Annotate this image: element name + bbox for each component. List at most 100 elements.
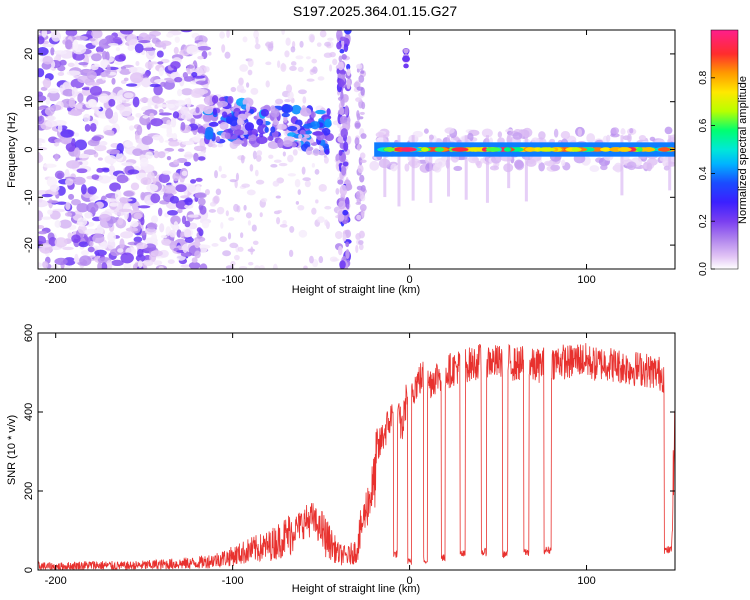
- heat-cell: [247, 69, 253, 76]
- snr-ylabel: SNR (10 * v/v): [6, 415, 18, 485]
- x-tick-label: -200: [45, 274, 67, 286]
- heat-cell: [342, 161, 349, 167]
- heat-cell: [336, 41, 342, 50]
- heat-cell: [130, 220, 139, 228]
- x-tick-label: 100: [577, 274, 595, 286]
- heat-cell: [302, 177, 311, 182]
- heat-cell: [114, 189, 122, 201]
- heat-cell: [190, 179, 197, 184]
- heat-cell: [244, 111, 249, 119]
- heat-cell: [251, 224, 257, 232]
- tone-cell: [609, 147, 621, 152]
- heat-cell: [96, 224, 104, 235]
- heat-cell: [360, 70, 365, 74]
- heat-cell: [233, 254, 240, 261]
- heat-cell: [383, 135, 387, 198]
- heat-cell: [337, 61, 344, 71]
- heat-cell: [279, 224, 288, 228]
- heat-cell: [229, 179, 237, 183]
- heat-cell: [356, 214, 362, 220]
- heat-cell: [38, 152, 42, 163]
- heat-cell: [182, 71, 188, 79]
- heat-cell: [76, 103, 83, 110]
- heat-cell: [180, 113, 193, 120]
- heat-cell: [314, 168, 320, 175]
- heat-cell: [136, 124, 143, 136]
- heat-cell: [67, 110, 82, 116]
- heat-cell: [282, 104, 294, 113]
- heat-cell: [404, 163, 410, 172]
- heat-cell: [356, 86, 364, 91]
- heat-cell: [252, 150, 257, 160]
- heat-cell: [54, 257, 68, 266]
- heat-cell: [323, 156, 329, 164]
- heat-cell: [303, 265, 308, 269]
- heat-cell: [236, 84, 245, 93]
- heat-cell: [72, 176, 86, 186]
- heat-cell: [96, 167, 104, 173]
- heat-cell: [94, 144, 107, 152]
- heat-cell: [110, 259, 124, 267]
- heat-cell: [241, 183, 251, 188]
- tone-cell: [420, 147, 429, 152]
- heat-cell: [340, 90, 344, 101]
- colorbar-tick-label: 0.6: [698, 118, 709, 132]
- heat-cell: [346, 135, 352, 145]
- heat-cell: [91, 53, 102, 62]
- heat-cell: [234, 111, 239, 118]
- heat-cell: [341, 165, 347, 176]
- colorbar-tick-label: 0.2: [698, 214, 709, 228]
- heat-cell: [316, 42, 322, 47]
- heat-cell: [214, 170, 218, 179]
- heat-cell: [276, 60, 281, 69]
- heat-cell: [411, 135, 415, 201]
- y-tick-label: 600: [23, 324, 35, 342]
- heat-cell: [81, 87, 92, 91]
- heat-cell: [287, 154, 294, 163]
- heat-cell: [346, 68, 351, 76]
- heat-cell: [284, 50, 290, 58]
- heat-cell: [150, 193, 161, 204]
- heat-cell: [339, 260, 346, 269]
- heat-cell: [65, 30, 78, 37]
- heat-cell: [116, 174, 129, 184]
- heat-cell: [324, 118, 332, 128]
- heat-cell: [321, 127, 331, 136]
- heat-cell: [403, 63, 409, 69]
- heat-cell: [86, 82, 100, 87]
- heat-cell: [105, 260, 113, 269]
- heat-cell: [191, 71, 198, 77]
- heat-cell: [318, 184, 327, 192]
- heat-cell: [224, 51, 231, 59]
- heat-cell: [242, 36, 248, 43]
- heat-cell: [57, 123, 63, 133]
- heat-cell: [208, 51, 212, 56]
- heat-cell: [476, 160, 482, 169]
- heat-cell: [649, 136, 656, 142]
- heat-cell: [254, 43, 261, 50]
- heat-cell: [166, 32, 174, 38]
- heat-cell: [111, 77, 116, 85]
- heat-cell: [71, 234, 81, 243]
- heat-cell: [173, 159, 180, 165]
- colorbar-tick-label: 0.0: [698, 262, 709, 276]
- heat-cell: [194, 238, 201, 249]
- heat-cell: [184, 98, 191, 103]
- heat-cell: [346, 79, 351, 90]
- heat-cell: [211, 243, 219, 247]
- heat-cell: [101, 50, 108, 61]
- heat-cell: [142, 47, 156, 52]
- heat-cell: [360, 159, 367, 163]
- heat-cell: [267, 135, 274, 141]
- heat-cell: [338, 200, 346, 210]
- heat-cell: [334, 230, 343, 240]
- heat-cell: [77, 75, 91, 84]
- heat-cell: [168, 140, 180, 147]
- heat-cell: [289, 65, 297, 71]
- heat-cell: [89, 196, 96, 202]
- heat-cell: [173, 46, 179, 55]
- heat-cell: [181, 88, 193, 96]
- tone-cell: [571, 147, 581, 152]
- heat-cell: [97, 262, 103, 269]
